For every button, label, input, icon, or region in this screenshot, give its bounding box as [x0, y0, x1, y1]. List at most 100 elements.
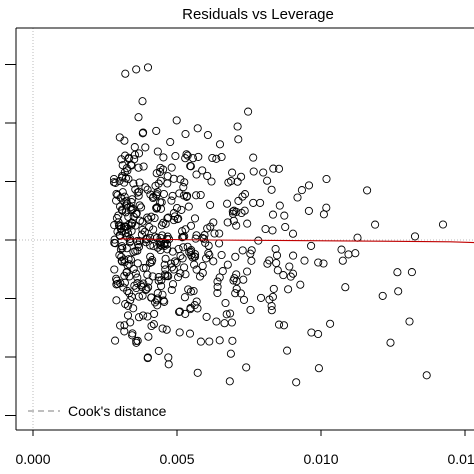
data-point	[152, 126, 161, 135]
data-point	[213, 277, 222, 286]
data-point	[120, 255, 129, 264]
data-point	[209, 257, 218, 266]
data-point	[111, 336, 120, 345]
data-point	[153, 301, 162, 310]
data-point	[307, 241, 316, 250]
data-point	[150, 309, 159, 318]
data-point	[178, 254, 187, 263]
data-point	[222, 310, 231, 319]
data-point	[185, 329, 195, 338]
data-point	[134, 292, 143, 301]
data-point	[232, 270, 241, 279]
data-point	[163, 172, 172, 181]
data-point	[123, 199, 132, 208]
data-point	[393, 268, 402, 277]
data-point	[180, 293, 189, 302]
data-point	[129, 179, 138, 188]
data-point	[145, 258, 155, 267]
data-point	[126, 318, 135, 327]
data-point	[274, 320, 284, 329]
data-point	[163, 179, 172, 188]
data-point	[114, 218, 123, 227]
data-point	[135, 178, 144, 187]
data-point	[118, 161, 127, 170]
legend-cooks-distance-label: Cook's distance	[68, 403, 167, 419]
data-point	[182, 192, 191, 201]
data-point	[123, 301, 132, 310]
data-point	[247, 256, 256, 265]
data-point	[162, 325, 171, 334]
data-point	[168, 280, 178, 289]
data-point	[284, 285, 293, 294]
data-point	[138, 291, 147, 300]
data-point	[269, 164, 278, 173]
data-point	[158, 324, 167, 333]
legend: Cook's distance	[28, 403, 167, 419]
data-point	[158, 290, 167, 299]
data-point	[175, 307, 184, 316]
data-point	[147, 321, 156, 331]
data-point	[190, 260, 199, 269]
data-point	[160, 270, 170, 279]
data-point	[386, 338, 395, 347]
data-point	[123, 261, 132, 270]
data-point	[147, 293, 156, 302]
data-point	[138, 217, 147, 226]
data-point	[134, 242, 144, 251]
data-point	[178, 227, 187, 236]
data-point	[179, 183, 188, 192]
data-point	[191, 234, 200, 243]
data-point	[267, 306, 276, 315]
data-point	[164, 213, 173, 222]
data-point	[209, 218, 218, 227]
data-point	[139, 263, 148, 273]
data-point	[139, 311, 148, 320]
data-point	[173, 203, 182, 213]
data-point	[113, 191, 122, 200]
plot-area	[16, 28, 474, 430]
data-point	[243, 219, 252, 228]
data-point	[186, 221, 196, 230]
data-point	[215, 229, 224, 238]
data-point	[314, 364, 323, 373]
data-point	[244, 107, 253, 116]
data-point	[234, 196, 243, 205]
data-point	[124, 153, 133, 162]
data-point	[215, 239, 224, 248]
data-point	[182, 150, 191, 159]
data-point	[118, 257, 127, 266]
data-point	[121, 69, 130, 78]
data-point	[326, 319, 335, 328]
data-point	[246, 305, 255, 314]
data-point	[171, 151, 180, 161]
data-point	[193, 124, 202, 133]
data-point	[157, 276, 166, 285]
data-point	[166, 137, 175, 147]
data-point	[212, 154, 221, 163]
data-point	[156, 198, 165, 207]
data-point	[181, 270, 190, 279]
data-point	[220, 319, 229, 328]
x-tick-label: 0.010	[303, 451, 338, 467]
data-point	[217, 250, 226, 260]
data-point	[190, 301, 199, 310]
data-point	[143, 354, 152, 363]
data-point	[152, 234, 161, 243]
data-point	[109, 178, 119, 187]
data-point	[272, 251, 282, 260]
data-point	[205, 337, 214, 346]
data-point	[407, 268, 416, 277]
data-point	[174, 273, 183, 282]
data-point	[156, 246, 165, 255]
data-point	[203, 171, 212, 180]
data-point	[285, 262, 294, 271]
data-point	[123, 311, 133, 320]
data-point	[149, 225, 158, 234]
data-point	[280, 211, 289, 220]
data-point	[167, 163, 176, 172]
x-tick-label: 0.000	[15, 451, 50, 467]
data-point	[122, 196, 131, 205]
data-point	[169, 265, 178, 274]
data-point	[129, 304, 138, 313]
data-point	[198, 166, 207, 175]
